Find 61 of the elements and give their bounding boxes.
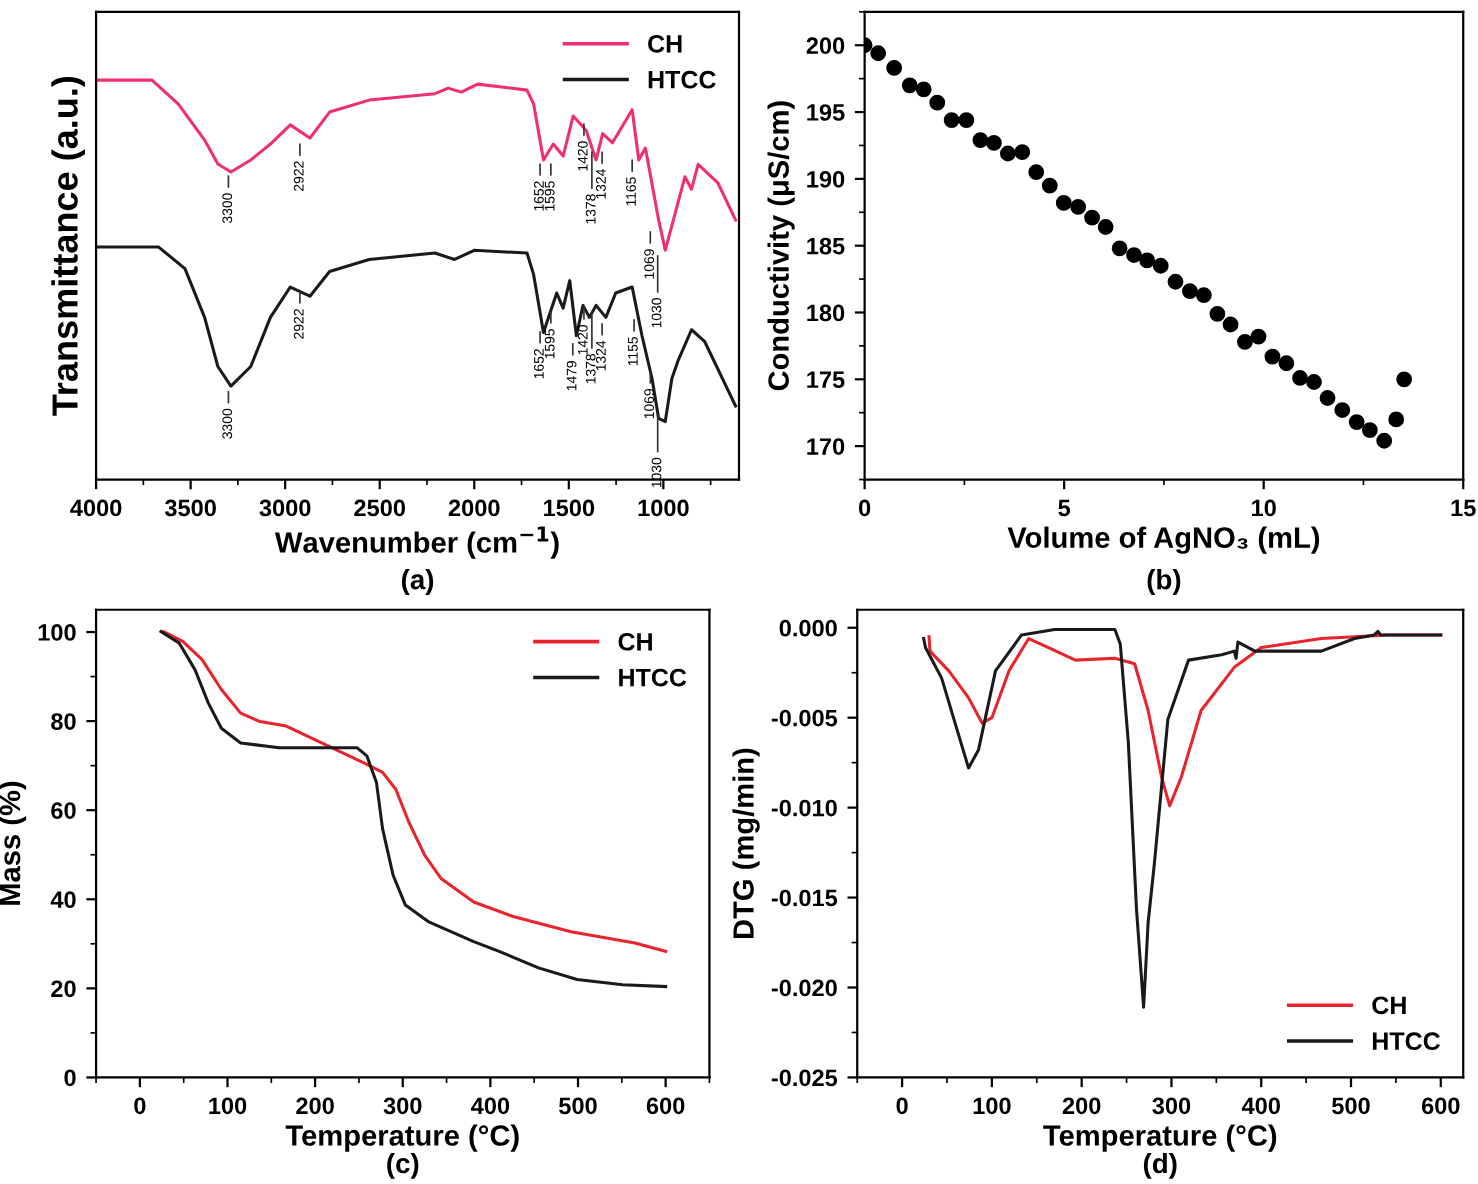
x-tick-label: 3500 [164, 499, 216, 517]
y-tick-label: 180 [807, 304, 845, 322]
y-tick-label: -0.010 [771, 799, 837, 817]
y-axis-title: DTG (mg/min) [732, 748, 760, 939]
legend-label: HTCC [619, 668, 687, 687]
y-tick-label: 80 [51, 713, 76, 730]
x-tick-label: 400 [1241, 1097, 1280, 1115]
x-tick-label: 300 [1152, 1097, 1191, 1115]
x-axis-title: Temperature (°C) [285, 1124, 519, 1152]
legend-label: CH [648, 35, 682, 53]
y-tick-label: 100 [38, 624, 76, 641]
y-tick-label: 0 [64, 1069, 76, 1087]
legend-label: CH [618, 632, 652, 651]
x-tick-label: 2000 [448, 499, 500, 517]
text: (a) [401, 569, 434, 595]
x-tick-label: 600 [1421, 1097, 1460, 1115]
legend-label: HTCC [1372, 1032, 1441, 1050]
x-tick-label: 4000 [70, 499, 122, 517]
x-tick-label: 0 [859, 499, 871, 517]
x-tick-label: 200 [1062, 1097, 1101, 1115]
y-tick-label: 0.000 [779, 619, 837, 637]
legend-label: CH [1372, 996, 1406, 1015]
y-tick-label: 60 [51, 802, 76, 819]
y-tick-label: 170 [807, 438, 845, 455]
text: (d) [1143, 1152, 1177, 1179]
x-tick-label: 600 [646, 1097, 685, 1115]
y-axis-title: Conductivity (μS/cm) [767, 101, 795, 391]
x-tick-label: 100 [973, 1097, 1011, 1115]
x-tick-label: 0 [134, 1097, 146, 1115]
y-tick-label: 200 [806, 37, 845, 55]
y-tick-label: -0.005 [771, 709, 838, 727]
x-tick-label: 0 [896, 1097, 908, 1115]
y-tick-label: 20 [51, 980, 76, 998]
y-tick-label: -0.020 [771, 979, 837, 997]
x-tick-label: 200 [296, 1097, 334, 1115]
y-tick-label: -0.025 [771, 1069, 838, 1087]
x-tick-label: 1500 [544, 499, 595, 517]
x-tick-label: 5 [1058, 499, 1071, 517]
y-tick-label: 195 [807, 104, 845, 121]
x-tick-label: 3000 [259, 499, 311, 517]
y-tick-label: 190 [807, 170, 845, 188]
x-axis-title: Wavenumber (cm$^{−1}$) [274, 526, 559, 559]
x-tick-label: 2500 [354, 499, 406, 517]
y-tick-label: 175 [807, 371, 845, 389]
x-axis-title: Temperature (°C) [1043, 1124, 1277, 1152]
y-tick-label: -0.015 [771, 889, 838, 907]
text: (b) [1147, 569, 1181, 595]
x-tick-label: 500 [559, 1097, 597, 1115]
legend-label: HTCC [648, 70, 716, 89]
x-tick-label: 10 [1252, 499, 1276, 517]
x-tick-label: 400 [471, 1097, 510, 1115]
x-tick-label: 1000 [638, 499, 689, 517]
x-tick-label: 300 [383, 1097, 422, 1115]
y-tick-label: 185 [807, 237, 845, 255]
y-tick-label: 40 [50, 891, 76, 909]
x-tick-label: 15 [1451, 499, 1476, 517]
text: (c) [387, 1152, 419, 1179]
y-axis-title: Transmittance (a.u.) [51, 76, 85, 416]
x-tick-label: 100 [209, 1097, 247, 1115]
x-axis-title: Volume of AgNO₃ (mL) [1007, 526, 1320, 554]
x-tick-label: 500 [1332, 1097, 1370, 1115]
